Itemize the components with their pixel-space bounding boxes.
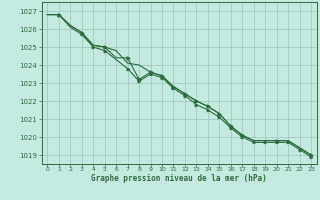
X-axis label: Graphe pression niveau de la mer (hPa): Graphe pression niveau de la mer (hPa) xyxy=(91,174,267,183)
